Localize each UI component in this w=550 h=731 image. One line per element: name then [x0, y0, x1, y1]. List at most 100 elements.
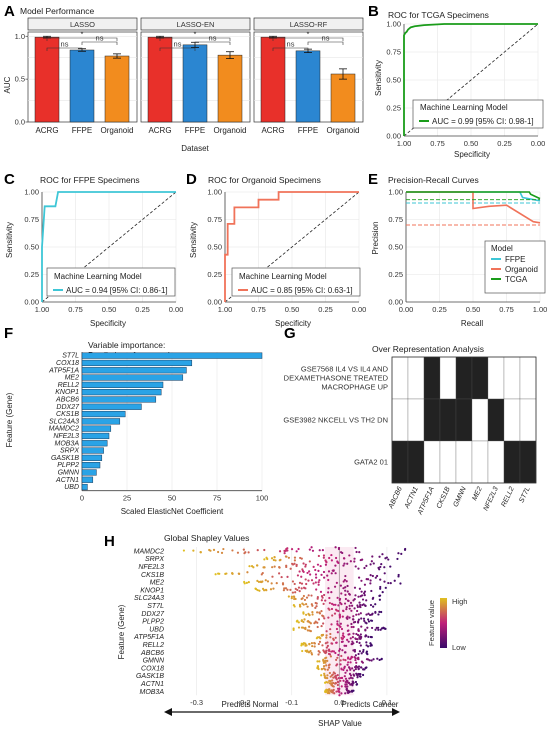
- shap-point: [340, 636, 343, 639]
- panel-e-title: Precision-Recall Curves: [388, 175, 479, 185]
- shap-point: [270, 557, 274, 560]
- panel-e-ytick: 0.25: [388, 270, 403, 279]
- shap-point: [294, 591, 297, 594]
- shap-point: [334, 636, 337, 639]
- shap-point: [354, 654, 357, 657]
- colorbar-high-label: High: [452, 597, 467, 606]
- shap-point: [343, 602, 347, 605]
- shap-point: [334, 603, 337, 606]
- pathway-label: GSE7568 IL4 VS IL4 AND: [301, 365, 389, 374]
- shap-point: [378, 568, 381, 571]
- shap-point: [324, 563, 328, 566]
- shap-point: [280, 575, 283, 579]
- shap-point: [369, 642, 372, 645]
- shap-point: [245, 581, 248, 584]
- shap-point: [318, 640, 322, 643]
- panel-f-xtick: 0: [80, 494, 84, 503]
- panel-d-xlabel: Specificity: [275, 319, 311, 328]
- heatmap-cell: [407, 398, 425, 442]
- heatmap-cell: [391, 356, 409, 400]
- shap-point: [333, 682, 337, 685]
- shap-point: [305, 582, 308, 586]
- shap-point: [243, 552, 246, 555]
- panel-e-legend-entry: FFPE: [505, 255, 525, 264]
- shap-point: [309, 649, 312, 653]
- shap-point: [393, 579, 396, 582]
- shap-point: [318, 612, 322, 615]
- shap-point: [311, 613, 314, 616]
- shap-point: [375, 574, 379, 578]
- shap-point: [315, 605, 318, 608]
- shap-gene-label: SLC24A3: [134, 595, 164, 602]
- shap-point: [372, 605, 375, 608]
- panel-e-ylabel: Precision: [371, 222, 380, 255]
- shap-point: [336, 683, 340, 687]
- shap-point: [298, 603, 302, 606]
- shap-point: [364, 629, 367, 632]
- shap-point: [331, 650, 334, 653]
- heatmap-cell: [439, 440, 457, 484]
- shap-point: [308, 625, 311, 628]
- panel-d-roc-curve: [224, 191, 359, 302]
- facet-strip: [27, 17, 138, 31]
- panel-c-ytick: 1.00: [24, 188, 39, 197]
- shap-gene-label: NFE2L3: [138, 564, 164, 571]
- shap-point: [352, 669, 356, 672]
- shap-point: [327, 648, 331, 651]
- shap-point: [363, 594, 366, 597]
- shap-point: [354, 594, 357, 597]
- shap-point: [283, 552, 286, 555]
- shap-point: [314, 621, 317, 624]
- shap-point: [332, 603, 335, 606]
- shap-point: [346, 663, 349, 666]
- panel-letter-h: H: [104, 533, 115, 550]
- shap-point: [342, 679, 345, 682]
- significance-bracket: [159, 37, 231, 41]
- shap-point: [351, 680, 354, 683]
- panel-b-title: ROC for TCGA Specimens: [388, 10, 489, 20]
- shap-point: [335, 690, 338, 693]
- shap-point: [344, 593, 347, 596]
- panel-c-xlabel: Specificity: [90, 319, 126, 328]
- panel-h: H Global Shapley Values Feature (Gene) -…: [104, 533, 467, 728]
- shap-point: [346, 691, 350, 694]
- shap-point: [284, 587, 288, 590]
- shap-point: [355, 632, 358, 636]
- gene-label: MAMDC2: [49, 426, 79, 433]
- shap-point: [264, 579, 267, 582]
- heatmap-cell: [487, 356, 505, 400]
- panel-c-legend-title: Machine Learning Model: [54, 272, 142, 281]
- shap-point: [291, 591, 295, 594]
- significance-bracket: [81, 41, 118, 45]
- shap-point: [359, 633, 362, 636]
- panel-d-ytick: 0.00: [207, 298, 222, 307]
- shap-point: [316, 597, 319, 600]
- panel-d-ytick: 1.00: [207, 188, 222, 197]
- shap-point: [314, 573, 318, 576]
- panel-e-legend-title: Model: [491, 244, 513, 253]
- pathway-label: DEXAMETHASONE TREATED: [284, 374, 389, 383]
- panel-b-xtick: 0.00: [531, 139, 546, 148]
- shap-point: [348, 554, 351, 557]
- panel-c-diagonal: [41, 191, 177, 303]
- shap-point: [332, 676, 335, 679]
- importance-bar: [81, 440, 108, 447]
- shap-point: [384, 627, 387, 630]
- shap-point: [256, 564, 259, 567]
- shap-point: [327, 616, 330, 619]
- shap-point: [337, 609, 340, 613]
- shap-point: [378, 555, 381, 558]
- shap-point: [308, 560, 311, 563]
- shap-point: [396, 557, 399, 561]
- shap-point: [357, 595, 360, 598]
- shap-point: [338, 624, 341, 627]
- shap-point: [247, 551, 250, 554]
- shap-point: [335, 676, 338, 679]
- gene-label: ST7L: [62, 353, 79, 360]
- shap-point: [347, 656, 350, 659]
- shap-point: [331, 569, 334, 572]
- panel-letter-g: G: [284, 325, 296, 342]
- shap-point: [346, 679, 349, 683]
- shap-point: [332, 681, 335, 685]
- shap-point: [349, 683, 352, 686]
